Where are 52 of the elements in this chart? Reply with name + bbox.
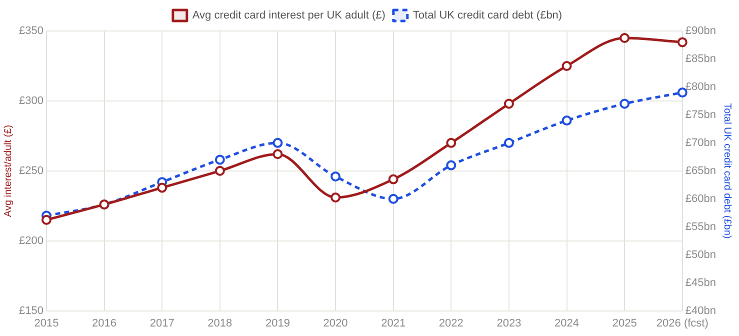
point xyxy=(330,192,341,202)
x-tick-label: 2024 xyxy=(554,317,580,330)
x-tick-label: 2022 xyxy=(438,317,464,330)
point xyxy=(214,154,225,165)
y-tick-label: £250 xyxy=(18,164,44,177)
point xyxy=(446,160,456,170)
x-tick-label: 2020 xyxy=(323,317,348,330)
y-tick-label: £200 xyxy=(18,234,44,247)
y2-tick-label: £55bn xyxy=(685,220,716,233)
point xyxy=(677,37,688,48)
point xyxy=(41,214,52,225)
y-tick-label: £300 xyxy=(18,94,44,107)
point xyxy=(504,98,514,109)
x-tick-label: 2026 (fcst) xyxy=(656,317,708,330)
legend-label: Avg credit card interest per UK adult (£) xyxy=(192,10,386,22)
point xyxy=(330,171,341,182)
x-tick-label: 2017 xyxy=(150,317,174,330)
point xyxy=(677,88,688,98)
y2-tick-label: £65bn xyxy=(685,164,716,177)
y2-tick-label: £70bn xyxy=(685,136,716,149)
point xyxy=(272,138,283,148)
point xyxy=(446,138,456,148)
y2-tick-label: £80bn xyxy=(685,80,716,93)
point xyxy=(504,138,514,148)
point xyxy=(620,32,630,43)
y2-tick-label: £85bn xyxy=(685,53,716,66)
y-axis-title: Avg interest/adult (£) xyxy=(2,124,14,217)
y2-tick-label: £50bn xyxy=(685,248,716,261)
y2-tick-label: £75bn xyxy=(685,108,716,121)
y-tick-label: £350 xyxy=(18,25,44,38)
x-tick-label: 2015 xyxy=(34,317,59,330)
point xyxy=(620,98,630,109)
y-tick-label: £150 xyxy=(18,304,44,317)
x-tick-label: 2025 xyxy=(612,317,637,330)
x-tick-label: 2019 xyxy=(265,317,290,330)
y2-axis-title: Total UK credit card debt (£bn) xyxy=(721,103,732,239)
x-tick-label: 2018 xyxy=(208,317,232,330)
point xyxy=(388,194,398,204)
point xyxy=(562,60,572,71)
x-tick-label: 2023 xyxy=(496,317,522,330)
y2-tick-label: £45bn xyxy=(685,276,716,289)
y2-tick-label: £40bn xyxy=(685,304,716,317)
x-tick-label: 2016 xyxy=(92,317,117,330)
point xyxy=(562,116,572,126)
y2-tick-label: £60bn xyxy=(685,192,716,205)
point xyxy=(272,149,283,160)
point xyxy=(157,182,168,193)
point xyxy=(388,174,398,184)
point xyxy=(214,166,225,176)
legend-label: Total UK credit card debt (£bn) xyxy=(412,10,562,22)
y2-tick-label: £90bn xyxy=(685,25,716,38)
x-tick-label: 2021 xyxy=(381,317,406,330)
